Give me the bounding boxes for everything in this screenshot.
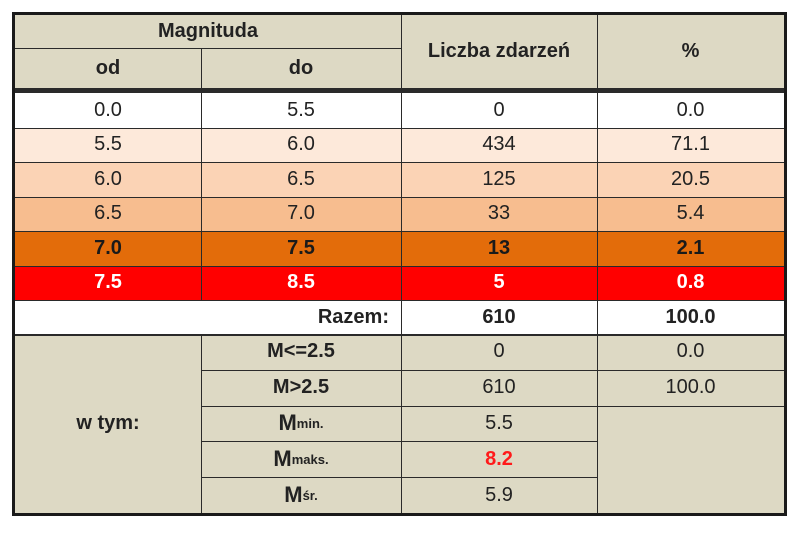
header-event-count: Liczba zdarzeń xyxy=(401,15,597,88)
header-from: od xyxy=(15,48,201,88)
row-2-to: 6.0 xyxy=(201,127,401,162)
row-6-percent: 0.8 xyxy=(597,265,784,300)
grid-hline xyxy=(201,477,597,479)
summary-item-percent: 100.0 xyxy=(597,369,784,406)
row-1-to: 5.5 xyxy=(201,93,401,128)
grid-hline xyxy=(597,405,784,407)
row-1-percent: 0.0 xyxy=(597,93,784,128)
grid-hline xyxy=(15,48,401,49)
row-6-count: 5 xyxy=(401,265,597,300)
grid-hline xyxy=(15,265,784,267)
row-4-percent: 5.4 xyxy=(597,196,784,231)
total-percent: 100.0 xyxy=(665,305,716,328)
summary-item-label-text: M xyxy=(273,446,292,472)
row-5-count: 13 xyxy=(401,231,597,266)
summary-item-label-text: M>2.5 xyxy=(272,376,330,399)
row-3-from: 6.0 xyxy=(15,162,201,197)
summary-item-label-sub: min. xyxy=(296,415,324,431)
row-4-count: 33 xyxy=(401,196,597,231)
total-label: Razem: xyxy=(317,305,389,328)
grid-hline xyxy=(201,369,597,371)
summary-item-value: 610 xyxy=(401,369,597,406)
summary-percent-empty xyxy=(597,406,784,513)
header-magnitude-group: Magnituda xyxy=(15,15,401,48)
grid-hline xyxy=(15,88,784,93)
magnitude-table: Magnituda od do Liczba zdarzeń % 0.0 5.5 0… xyxy=(12,12,787,516)
grid-hline xyxy=(15,334,784,336)
summary-item-value: 5.5 xyxy=(401,405,597,442)
row-6-from: 7.5 xyxy=(15,265,201,300)
row-6-to: 8.5 xyxy=(201,265,401,300)
summary-item-label-sub: śr. xyxy=(302,487,318,503)
row-3-percent: 20.5 xyxy=(597,162,784,197)
grid-hline xyxy=(597,369,784,371)
row-2-count: 434 xyxy=(401,127,597,162)
summary-item-label: M>2.5 xyxy=(201,369,401,406)
summary-item-label: M<=2.5 xyxy=(201,334,401,370)
grid-hline xyxy=(15,300,784,301)
grid-hline xyxy=(201,405,597,407)
row-5-percent: 2.1 xyxy=(597,231,784,266)
grid-hline xyxy=(15,162,784,163)
summary-item-label-text: M<=2.5 xyxy=(267,340,335,363)
grid-hline xyxy=(201,441,597,443)
row-4-from: 6.5 xyxy=(15,196,201,231)
grid-hline xyxy=(15,127,784,129)
row-4-to: 7.0 xyxy=(201,196,401,231)
total-count: 610 xyxy=(482,305,516,328)
grid-vline xyxy=(401,300,402,513)
summary-label: w tym: xyxy=(15,334,201,513)
row-2-from: 5.5 xyxy=(15,127,201,162)
row-3-to: 6.5 xyxy=(201,162,401,197)
summary-item-label-text: M xyxy=(284,482,303,508)
header-percent: % xyxy=(597,15,784,88)
grid-vline xyxy=(201,334,202,513)
grid-vline xyxy=(201,48,202,88)
summary-item-percent: 0.0 xyxy=(597,334,784,370)
row-3-count: 125 xyxy=(401,162,597,197)
grid-hline xyxy=(15,231,784,232)
row-5-from: 7.0 xyxy=(15,231,201,266)
row-1-count: 0 xyxy=(401,93,597,128)
grid-hline xyxy=(15,196,784,198)
grid-vline xyxy=(597,15,598,513)
header-to: do xyxy=(201,48,401,88)
summary-item-value: 8.2 xyxy=(401,441,597,478)
row-1-from: 0.0 xyxy=(15,93,201,128)
row-2-percent: 71.1 xyxy=(597,127,784,162)
summary-item-label-text: M xyxy=(278,410,297,436)
grid-vline xyxy=(401,15,402,300)
summary-item-value: 5.9 xyxy=(401,477,597,513)
summary-item-value: 0 xyxy=(401,334,597,370)
row-5-to: 7.5 xyxy=(201,231,401,266)
grid-vline xyxy=(201,93,202,300)
summary-item-label-sub: maks. xyxy=(291,451,329,467)
